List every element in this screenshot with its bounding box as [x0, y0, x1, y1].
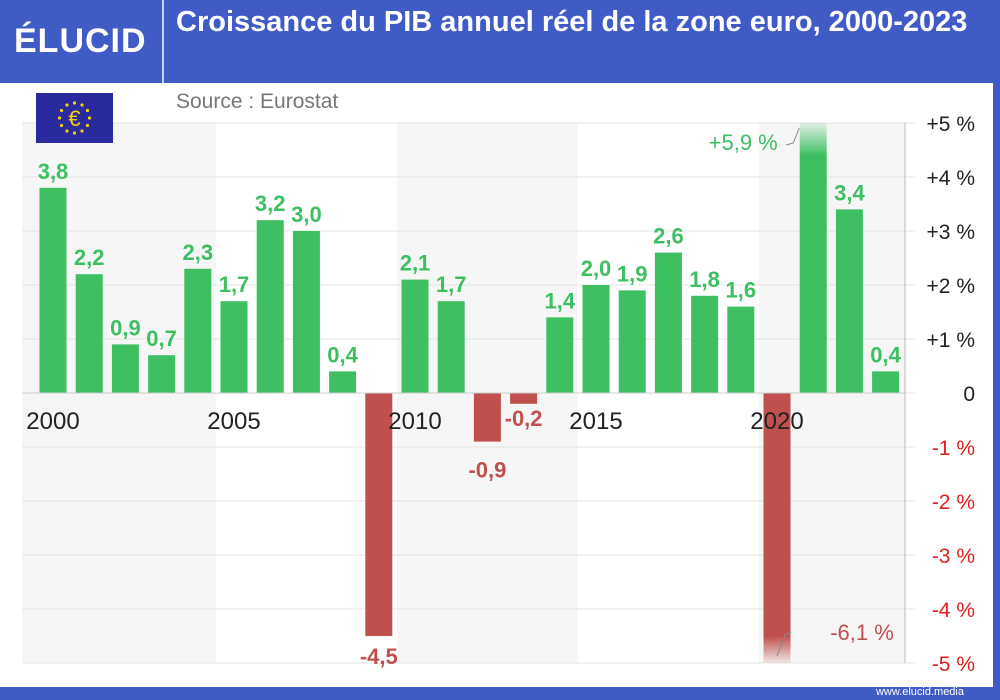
annotation-arrow	[776, 631, 792, 657]
eu-flag-euro-icon: €	[36, 93, 113, 143]
bar	[582, 285, 610, 393]
logo: ÉLUCID	[14, 22, 147, 60]
data-label: 3,2	[255, 191, 286, 216]
data-label: 2,2	[74, 245, 105, 270]
y-tick-label: 0	[963, 383, 975, 406]
star	[65, 129, 69, 133]
star	[65, 103, 69, 107]
bar	[763, 393, 791, 663]
y-tick-label: -5 %	[932, 653, 975, 676]
star	[57, 116, 62, 120]
data-label: 2,6	[653, 224, 684, 249]
data-label: 1,9	[617, 261, 648, 286]
y-tick-label: -1 %	[932, 437, 975, 460]
x-tick-label: 2010	[388, 408, 441, 435]
source-label: Source : Eurostat	[176, 90, 339, 113]
header: ÉLUCID Croissance du PIB annuel réel de …	[0, 0, 1000, 83]
bar	[111, 344, 139, 393]
star	[80, 129, 84, 133]
star	[59, 108, 64, 113]
bar	[546, 317, 574, 393]
star	[87, 116, 92, 120]
annotation-arrow	[786, 127, 800, 146]
bar	[473, 393, 501, 442]
bar	[654, 252, 682, 393]
data-label: 3,4	[834, 180, 865, 205]
bar	[691, 295, 719, 393]
bar	[329, 371, 357, 393]
star	[72, 101, 77, 105]
data-label: 0,4	[870, 342, 901, 367]
y-tick-label: +3 %	[927, 221, 975, 244]
star	[85, 123, 90, 128]
data-label: -6,1 %	[830, 620, 894, 645]
data-label: 1,8	[689, 267, 720, 292]
data-label: 0,9	[110, 315, 141, 340]
y-tick-label: -3 %	[932, 545, 975, 568]
divider	[162, 0, 164, 83]
bar	[727, 306, 755, 393]
data-label: -0,9	[468, 458, 506, 483]
bar	[401, 279, 429, 393]
star	[72, 131, 77, 135]
x-tick-label: 2000	[26, 408, 79, 435]
y-tick-label: +5 %	[927, 113, 975, 136]
bar	[292, 231, 320, 393]
star	[59, 123, 64, 128]
bar	[220, 301, 248, 393]
bar	[510, 393, 538, 404]
bar	[184, 268, 212, 393]
data-label: 3,8	[38, 159, 69, 184]
bar	[39, 187, 67, 393]
bar	[148, 355, 176, 393]
x-tick-label: 2005	[207, 408, 260, 435]
data-label: 1,7	[436, 272, 467, 297]
data-label: +5,9 %	[709, 130, 778, 155]
bar	[437, 301, 465, 393]
data-label: 1,4	[545, 288, 576, 313]
y-tick-label: +2 %	[927, 275, 975, 298]
data-label: -4,5	[360, 644, 398, 669]
footer-url: www.elucid.media	[875, 686, 964, 698]
star	[85, 108, 90, 113]
y-tick-label: +1 %	[927, 329, 975, 352]
data-label: -0,2	[505, 406, 543, 431]
chart-title: Croissance du PIB annuel réel de la zone…	[176, 6, 968, 38]
bar	[365, 393, 393, 636]
data-label: 1,7	[219, 272, 250, 297]
bar	[618, 290, 646, 393]
x-tick-label: 2020	[750, 408, 803, 435]
data-label: 0,4	[327, 342, 358, 367]
data-label: 0,7	[146, 326, 177, 351]
bar	[256, 220, 284, 393]
eu-flag-graphic: €	[57, 101, 92, 135]
y-tick-label: -2 %	[932, 491, 975, 514]
bar	[799, 123, 827, 393]
svg-text:€: €	[68, 106, 80, 131]
data-label: 2,3	[183, 240, 214, 265]
bar	[75, 274, 103, 393]
bar	[872, 371, 900, 393]
data-label: 1,6	[726, 278, 757, 303]
x-tick-label: 2015	[569, 408, 622, 435]
y-tick-label: +4 %	[927, 167, 975, 190]
data-label: 3,0	[291, 202, 322, 227]
bar	[835, 209, 863, 393]
y-tick-label: -4 %	[932, 599, 975, 622]
star	[80, 103, 84, 107]
data-label: 2,0	[581, 256, 612, 281]
data-label: 2,1	[400, 251, 431, 276]
